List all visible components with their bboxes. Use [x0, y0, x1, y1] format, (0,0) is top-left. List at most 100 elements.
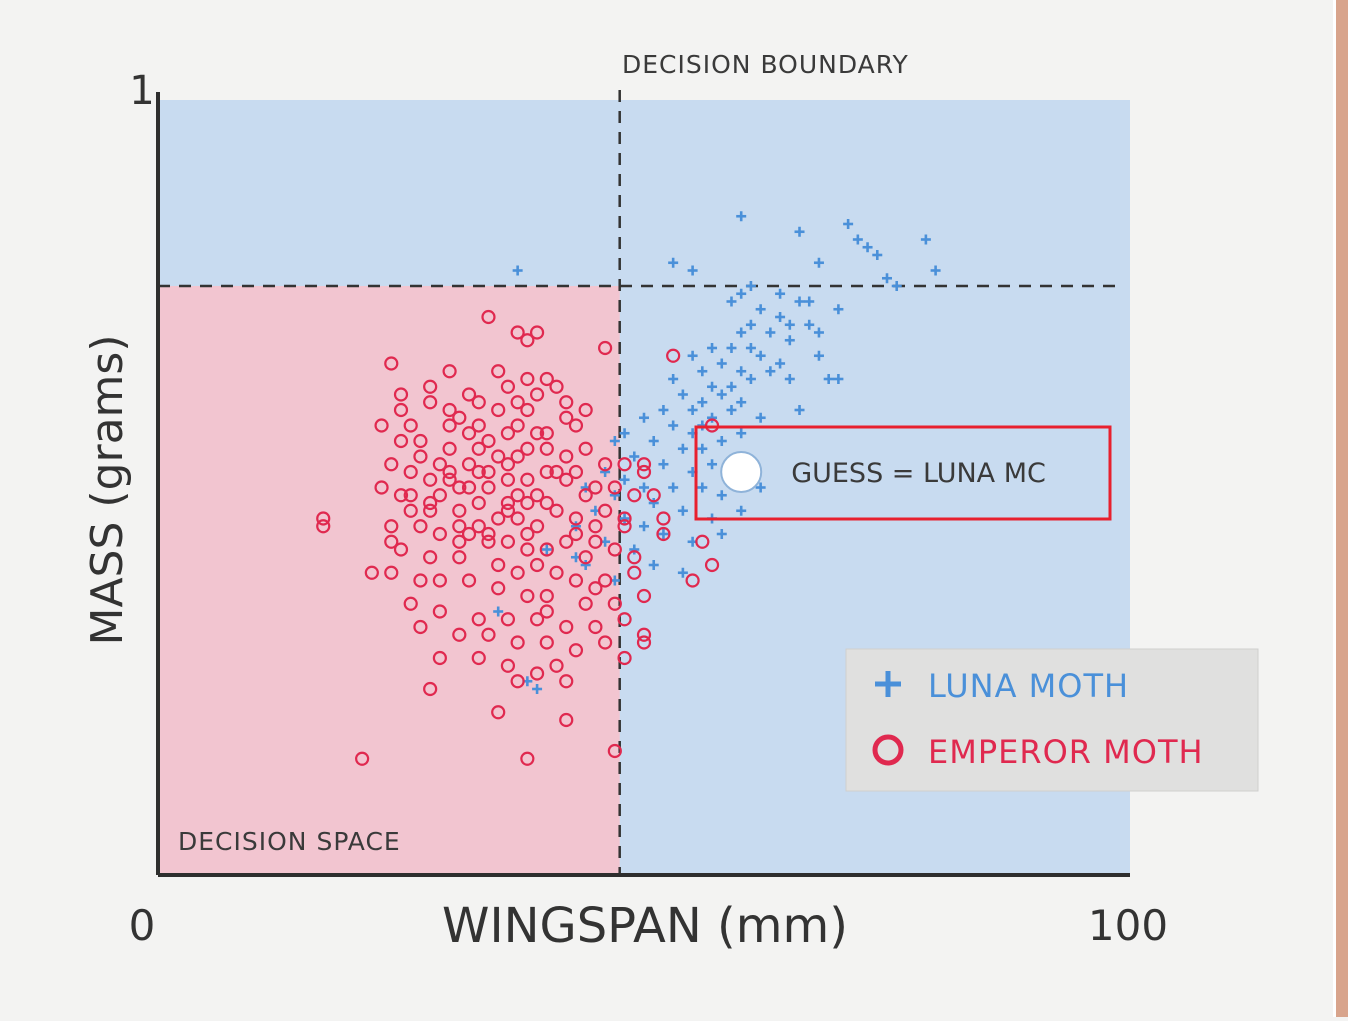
- emperor-moth-point: [559, 395, 574, 410]
- emperor-moth-point: [636, 635, 652, 650]
- emperor-moth-point: [549, 565, 564, 580]
- emperor-moth-point: [685, 573, 700, 588]
- luna-moth-point: [658, 529, 669, 539]
- emperor-moth-point: [442, 464, 457, 480]
- emperor-moth-point: [578, 441, 593, 456]
- emperor-moth-point: [491, 705, 506, 720]
- emperor-moth-point: [384, 565, 399, 580]
- emperor-moth-point: [539, 426, 554, 441]
- emperor-moth-point: [491, 449, 506, 464]
- emperor-moth-point: [529, 325, 545, 340]
- emperor-moth-point: [529, 387, 545, 402]
- luna-moth-point: [697, 366, 708, 377]
- luna-moth-point: [716, 529, 727, 539]
- luna-moth-point: [794, 226, 805, 237]
- emperor-moth-point: [598, 457, 613, 472]
- emperor-moth-point: [529, 612, 545, 627]
- emperor-moth-point: [656, 511, 671, 526]
- emperor-moth-point: [607, 542, 622, 557]
- emperor-moth-point: [471, 495, 486, 511]
- legend-emperor-label: EMPEROR MOTH: [928, 733, 1204, 771]
- emperor-moth-point: [704, 557, 720, 573]
- emperor-moth-point: [471, 519, 486, 534]
- emperor-moth-point: [481, 309, 496, 325]
- emperor-moth-point: [510, 511, 525, 526]
- emperor-moth-point: [403, 596, 418, 611]
- emperor-moth-point: [500, 658, 516, 673]
- luna-moth-point: [619, 513, 630, 524]
- emperor-moth-point: [578, 550, 593, 565]
- emperor-moth-point: [384, 534, 399, 549]
- emperor-moth-point: [403, 503, 418, 518]
- emperor-moth-point: [617, 519, 632, 534]
- luna-moth-point: [784, 335, 795, 346]
- emperor-moth-point: [413, 519, 428, 534]
- luna-moth-point: [541, 544, 552, 555]
- emperor-moth-point: [588, 581, 603, 596]
- emperor-moth-point: [568, 573, 584, 588]
- emperor-moth-point: [481, 464, 496, 480]
- emperor-moth-point: [423, 503, 438, 518]
- luna-moth-point: [493, 606, 504, 617]
- luna-moth-point: [813, 327, 824, 338]
- luna-moth-point: [532, 684, 543, 694]
- emperor-moth-point: [432, 650, 447, 666]
- guess-point[interactable]: [720, 451, 763, 493]
- luna-moth-point: [745, 343, 756, 353]
- emperor-moth-point: [491, 402, 506, 418]
- emperor-moth-point: [403, 464, 418, 480]
- emperor-moth-point: [578, 488, 593, 503]
- luna-moth-point: [736, 428, 747, 439]
- luna-moth-point: [755, 412, 766, 423]
- emperor-moth-point: [500, 472, 516, 487]
- emperor-moth-point: [384, 457, 399, 472]
- emperor-moth-point: [403, 488, 418, 503]
- luna-moth-point: [736, 505, 747, 516]
- luna-moth-point: [843, 219, 854, 229]
- emperor-moth-point: [549, 503, 564, 518]
- emperor-moth-point: [510, 325, 525, 340]
- emperor-moth-point: [374, 480, 389, 495]
- emperor-moth-point: [568, 526, 584, 542]
- emperor-moth-point: [316, 511, 331, 526]
- luna-moth-point: [716, 436, 727, 446]
- emperor-moth-point: [471, 441, 486, 456]
- emperor-moth-point: [471, 650, 486, 666]
- emperor-moth-point: [520, 588, 535, 604]
- decision-boundary-label: DECISION BOUNDARY: [622, 50, 909, 79]
- emperor-moth-point: [413, 449, 428, 464]
- emperor-moth-point: [500, 503, 516, 518]
- emperor-moth-point: [559, 449, 574, 464]
- luna-moth-point: [619, 428, 630, 439]
- emperor-moth-point: [452, 480, 467, 495]
- emperor-moth-point: [432, 604, 447, 619]
- emperor-moth-point: [520, 526, 535, 542]
- luna-moth-point: [707, 343, 718, 353]
- emperor-moth-point: [461, 457, 477, 472]
- luna-moth-point: [687, 350, 698, 361]
- emperor-moth-point: [539, 635, 554, 650]
- emperor-moth-point: [452, 410, 467, 425]
- emperor-moth-point: [598, 503, 613, 518]
- luna-moth-point: [600, 467, 611, 477]
- luna-moth-point: [794, 405, 805, 415]
- decision-space-label: DECISION SPACE: [178, 827, 401, 856]
- luna-moth-point: [677, 443, 688, 454]
- emperor-moth-point: [636, 588, 652, 604]
- emperor-moth-point: [627, 565, 642, 580]
- emperor-moth-point: [520, 472, 535, 487]
- luna-moth-point: [726, 296, 737, 307]
- emperor-moth-point: [423, 472, 438, 487]
- luna-moth-point: [639, 482, 649, 493]
- emperor-moth-point: [510, 635, 525, 650]
- emperor-moth-point: [529, 519, 545, 534]
- emperor-moth-point: [461, 480, 477, 495]
- emperor-moth-point: [510, 449, 525, 464]
- emperor-moth-point: [539, 588, 554, 604]
- luna-moth-point: [677, 567, 688, 578]
- emperor-moth-point: [481, 534, 496, 549]
- emperor-moth-point: [393, 402, 409, 418]
- emperor-moth-point: [355, 751, 370, 766]
- emperor-moth-point: [568, 464, 584, 480]
- luna-moth-point: [716, 490, 727, 501]
